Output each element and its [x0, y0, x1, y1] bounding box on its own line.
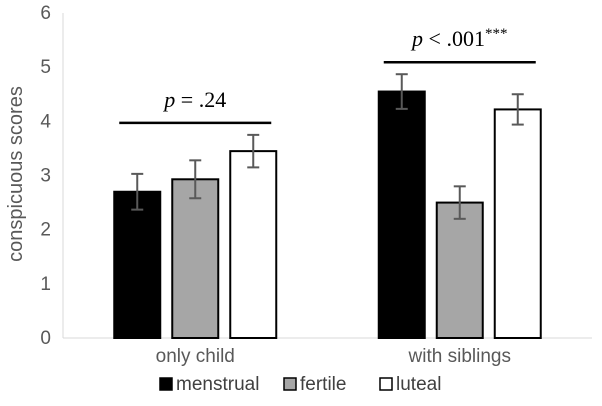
- legend-label: menstrual: [176, 374, 259, 395]
- legend-swatch: [283, 377, 297, 391]
- x-category-label: with siblings: [408, 346, 511, 367]
- legend-swatch: [159, 377, 173, 391]
- error-bar: [189, 159, 202, 200]
- y-tick-label: 0: [40, 328, 51, 349]
- error-bar: [453, 185, 466, 220]
- legend-label: luteal: [396, 374, 441, 395]
- bar-menstrual-only-child: [113, 190, 162, 339]
- significance-annotations: p = .24 p < .001***: [119, 26, 536, 125]
- p-value-label: p = .24: [162, 87, 226, 112]
- legend-item-menstrual: menstrual: [159, 374, 259, 395]
- y-tick-label: 5: [40, 57, 51, 78]
- legend: menstrual fertile luteal: [159, 374, 441, 395]
- y-tick-label: 2: [40, 220, 51, 241]
- bar-menstrual-with-siblings: [377, 90, 426, 339]
- significance-annotation: p < .001***: [383, 26, 536, 64]
- error-bar: [247, 133, 260, 169]
- significance-annotation: p = .24: [119, 87, 272, 125]
- error-bar: [511, 93, 524, 126]
- bar-fertile-only-child: [171, 178, 220, 339]
- x-axis-categories: only child with siblings: [156, 346, 511, 367]
- bar-luteal-only-child: [229, 150, 278, 339]
- y-tick-label: 3: [40, 166, 51, 187]
- legend-item-fertile: fertile: [283, 374, 346, 395]
- bar-luteal-with-siblings: [493, 108, 542, 339]
- legend-label: fertile: [300, 374, 346, 395]
- y-axis-label: conspicuous scores: [5, 86, 27, 262]
- y-tick-label: 4: [40, 111, 51, 132]
- legend-swatch: [379, 377, 393, 391]
- bar-fertile-with-siblings: [435, 201, 484, 339]
- y-axis-ticks: 0 1 2 3 4 5 6: [40, 3, 51, 349]
- y-tick-label: 1: [40, 274, 51, 295]
- error-bar: [395, 73, 408, 110]
- error-bars: [131, 73, 524, 220]
- y-tick-label: 6: [40, 3, 51, 24]
- legend-item-luteal: luteal: [379, 374, 441, 395]
- x-category-label: only child: [156, 346, 235, 367]
- bars: [113, 90, 542, 339]
- p-value-label: p < .001***: [410, 26, 507, 51]
- error-bar: [131, 172, 144, 211]
